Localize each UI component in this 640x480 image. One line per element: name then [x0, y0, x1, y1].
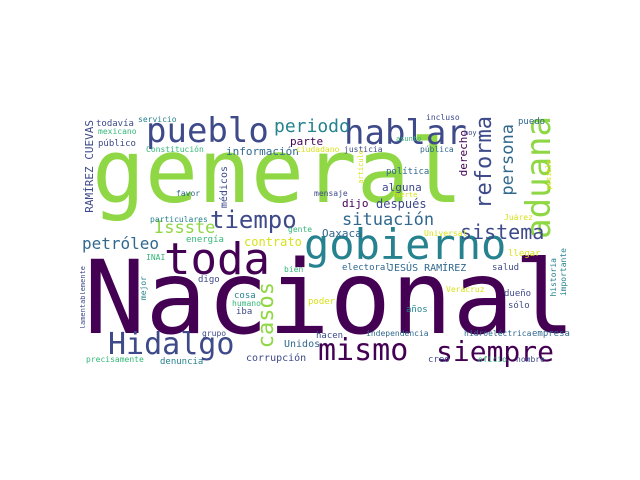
word-pueblo: pueblo: [146, 111, 269, 151]
word-issste: Issste: [154, 218, 216, 238]
word-precisamente: precisamente: [86, 355, 144, 364]
word-persona: persona: [498, 124, 518, 196]
word-energia: energía: [186, 235, 224, 245]
word-hoy: hoy: [464, 129, 477, 137]
word-cloud: general Nacional gobierno toda aduana ha…: [80, 110, 570, 370]
word-justicia: justicia: [344, 145, 383, 154]
word-tiempo: tiempo: [210, 206, 297, 234]
word-oficio: oficio: [478, 355, 507, 364]
word-mismo: mismo: [318, 333, 409, 368]
word-inai: INAI: [146, 253, 166, 262]
word-puedo: puedo: [518, 117, 546, 127]
word-todavia: todavía: [96, 119, 134, 129]
word-iba: iba: [236, 307, 253, 317]
word-electoral: electoral: [342, 263, 391, 273]
word-sistema: sistema: [460, 220, 545, 244]
word-hidroelectrica: hidroeléctrica: [464, 329, 532, 338]
word-corrupcion: corrupción: [246, 353, 307, 364]
word-contrato: contrato: [244, 235, 302, 249]
word-periodo: periodo: [274, 116, 350, 137]
word-particulares: particulares: [150, 215, 208, 224]
word-jesus-ramirez: JESÚS RAMÍREZ: [388, 263, 467, 274]
word-digo: digo: [198, 275, 220, 285]
word-articulo: artículo: [357, 150, 365, 184]
word-poder: poder: [308, 297, 336, 307]
word-dueno: dueño: [504, 289, 532, 299]
word-incluso: incluso: [426, 113, 460, 122]
word-dijo: dijo: [342, 197, 369, 210]
word-mexicano: mexicano: [98, 127, 137, 136]
word-siempre: siempre: [436, 335, 555, 368]
word-constitucion: Constitución: [146, 145, 204, 154]
word-grupo: grupo: [202, 329, 227, 338]
word-empresa: empresa: [532, 329, 570, 339]
word-situacion: situación: [342, 210, 435, 230]
word-favor: favor: [176, 189, 201, 198]
word-toda: toda: [164, 234, 270, 285]
word-unidos: Unidos: [284, 339, 321, 350]
word-humano: humano: [232, 299, 261, 308]
word-ciudadano: ciudadano: [296, 145, 340, 154]
word-servicio: servicio: [138, 115, 177, 124]
word-nacional: Nacional: [84, 239, 570, 358]
word-universal: Universal: [424, 229, 468, 238]
word-medicos: médicos: [219, 166, 230, 209]
word-bien: bien: [284, 265, 304, 274]
word-llegar: llegar: [508, 249, 541, 259]
word-denuncia: denuncia: [160, 357, 204, 367]
word-mensaje: mensaje: [314, 189, 348, 198]
word-cosa: cosa: [234, 291, 256, 301]
word-historia: historia: [549, 258, 558, 297]
word-importante: importante: [559, 248, 568, 297]
word-independencia: independencia: [366, 329, 429, 338]
word-mejor: mejor: [139, 276, 148, 301]
word-publica: pública: [420, 145, 454, 154]
word-politica: política: [386, 167, 430, 177]
word-general: general: [92, 120, 463, 223]
word-nombre: nombre: [516, 355, 545, 364]
word-gente: gente: [288, 225, 313, 234]
word-creo: creo: [428, 355, 450, 365]
word-salud: salud: [492, 263, 520, 273]
word-ramirez-cuevas: RAMÍREZ CUEVAS: [83, 120, 96, 213]
word-hacen: hacen: [316, 331, 344, 341]
word-solo: sólo: [508, 301, 530, 311]
word-fuerte: fuerte: [392, 191, 418, 199]
word-alguna: alguna: [382, 181, 422, 194]
word-lamentablemente: lamentablemente: [80, 266, 87, 330]
word-despues: después: [376, 197, 427, 211]
word-petroleo: petróleo: [82, 234, 160, 253]
word-reforma: reforma: [472, 116, 497, 209]
word-veracruz: Veracruz: [446, 285, 485, 294]
word-parte: parte: [290, 135, 324, 148]
word-casos: casos: [254, 282, 279, 349]
word-asunto: asunto: [396, 135, 422, 143]
word-hidalgo: Hidalgo: [108, 327, 235, 362]
word-posible: posible: [545, 160, 553, 190]
word-gobierno: gobierno: [304, 220, 507, 269]
word-hablar: hablar: [344, 113, 467, 153]
word-anos: años: [406, 305, 428, 315]
word-publico: público: [98, 139, 136, 149]
word-juarez: Juárez: [504, 213, 533, 222]
word-informacion: información: [226, 145, 299, 158]
word-oaxaca: Oaxaca: [322, 227, 362, 240]
